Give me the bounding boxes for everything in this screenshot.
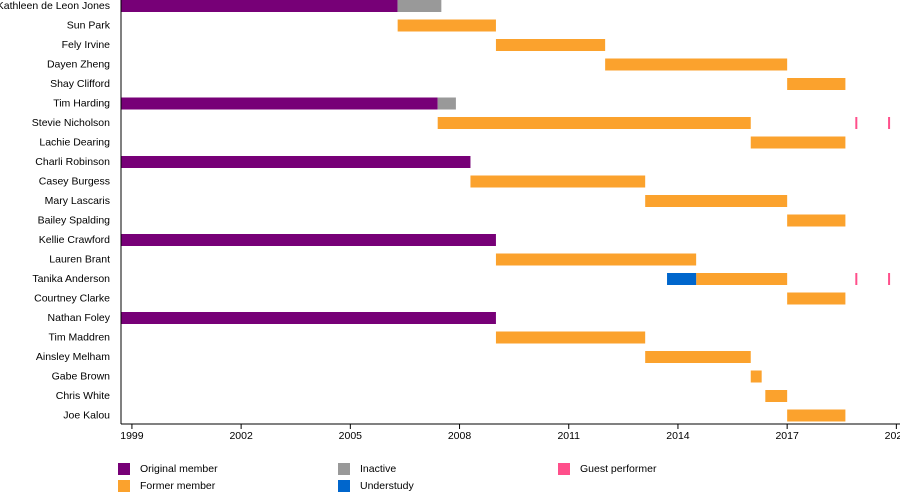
bar [121,0,398,12]
x-tick-label: 2020 [885,430,900,442]
row-label: Bailey Spalding [38,214,111,226]
legend-label: Original member [140,463,218,475]
row-label: Sun Park [67,19,111,31]
legend-swatch [338,480,350,492]
row-label: Lachie Dearing [39,136,110,148]
bar [750,370,762,383]
x-tick-label: 2014 [666,430,690,442]
row-label: Tanika Anderson [32,273,110,285]
bar [750,136,846,149]
legend-label: Understudy [360,480,414,492]
bar [495,39,606,51]
bar [495,253,697,266]
bar [121,234,496,246]
bar [397,0,442,12]
bar [765,390,788,402]
x-tick-label: 2017 [775,430,799,442]
row-label: Ainsley Melham [36,351,110,363]
row-label: Chris White [56,390,110,402]
bar [645,351,751,363]
legend-label: Guest performer [580,463,657,475]
row-label: Joe Kalou [63,409,110,421]
x-tick-label: 2011 [557,430,580,442]
x-tick-label: 2005 [339,430,363,442]
bar [397,19,496,32]
bar [787,292,846,305]
row-label: Tim Maddren [49,331,111,343]
row-label: Shay Clifford [50,78,110,90]
row-label: Tim Harding [53,97,110,109]
bar [470,175,646,188]
row-label: Fely Irvine [62,39,111,51]
legend-swatch [338,463,350,475]
legend-label: Former member [140,480,216,492]
row-label: Kathleen de Leon Jones [0,0,110,12]
legend-swatch [558,463,570,475]
row-label: Lauren Brant [49,253,110,265]
bar [121,156,471,168]
legend-label: Inactive [360,463,396,475]
row-label: Casey Burgess [39,175,110,187]
x-tick-label: 2008 [448,430,472,442]
row-label: Stevie Nicholson [32,117,110,129]
bar [696,273,788,285]
bar [495,331,646,344]
bar [787,409,846,422]
bar [437,97,456,110]
row-label: Mary Lascaris [45,195,110,207]
bar [645,195,788,207]
row-label: Nathan Foley [48,312,111,324]
bar [787,214,846,227]
x-tick-label: 2002 [229,430,253,442]
row-label: Courtney Clarke [34,292,110,304]
row-label: Dayen Zheng [47,58,110,70]
bar [605,58,788,71]
legend-swatch [118,463,130,475]
row-label: Charli Robinson [35,156,110,168]
x-tick-label: 1999 [120,430,144,442]
row-label: Gabe Brown [52,370,111,382]
legend-swatch [118,480,130,492]
bar [121,97,438,110]
bar [437,117,751,129]
bar [787,78,846,90]
row-label: Kellie Crawford [39,234,110,246]
bar [667,273,697,285]
bar [121,312,496,324]
